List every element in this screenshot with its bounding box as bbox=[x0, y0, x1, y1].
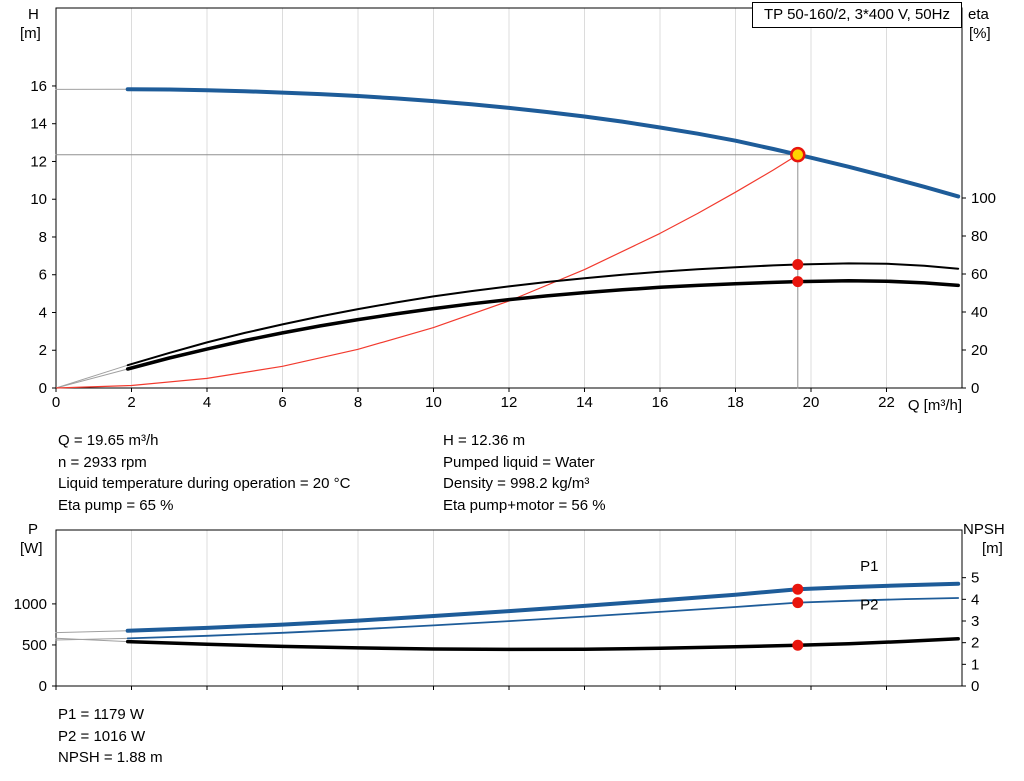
operating-info-left: Q = 19.65 m³/h n = 2933 rpm Liquid tempe… bbox=[58, 430, 350, 516]
p2-extension bbox=[55, 637, 129, 641]
h-axis-unit: [m] bbox=[20, 25, 41, 42]
series-label-p2: P2 bbox=[860, 597, 878, 614]
x-tick-label: 4 bbox=[203, 394, 211, 411]
info-line-eta-total: Eta pump+motor = 56 % bbox=[443, 496, 606, 514]
left-tick-label: 10 bbox=[30, 191, 47, 208]
eta-axis-label: eta bbox=[968, 6, 989, 23]
x-tick-label: 22 bbox=[878, 394, 895, 411]
left-tick-label: 8 bbox=[39, 229, 47, 246]
left-tick-label: 12 bbox=[30, 153, 47, 170]
info-line-p2: P2 = 1016 W bbox=[58, 727, 146, 745]
eta-pump-motor-curve bbox=[125, 279, 960, 371]
left-tick-label: 6 bbox=[39, 267, 47, 284]
info-line-h: H = 12.36 m bbox=[443, 432, 526, 449]
info-line-density: Density = 998.2 kg/m³ bbox=[443, 475, 590, 492]
x-tick-label: 20 bbox=[803, 394, 820, 411]
pump-head-curve bbox=[125, 87, 961, 199]
eta-pump-motor-point bbox=[792, 276, 804, 288]
x-tick-label: 18 bbox=[727, 394, 744, 411]
info-line-npsh: NPSH = 1.88 m bbox=[58, 749, 163, 766]
left-tick-label: 14 bbox=[30, 116, 47, 133]
left-tick-label: 1000 bbox=[14, 596, 47, 613]
x-tick-label: 14 bbox=[576, 394, 593, 411]
x-tick-label: 0 bbox=[52, 394, 60, 411]
npsh-axis-label: NPSH bbox=[963, 521, 1005, 538]
pump-type-title: TP 50-160/2, 3*400 V, 50Hz bbox=[752, 2, 962, 28]
left-tick-label: 2 bbox=[39, 342, 47, 359]
p1-point bbox=[792, 583, 804, 595]
head-efficiency-chart: 0 2 4 6 8 10 12 14 16 18 20 22 0 2 4 6 8 10 12 14 16 0 20 40 60 8… bbox=[30, 7, 996, 411]
right-tick-label: 60 bbox=[971, 266, 988, 283]
h-axis-label: H bbox=[28, 6, 39, 23]
eta-axis-unit: [%] bbox=[969, 25, 991, 42]
p2-point bbox=[792, 597, 804, 609]
info-line-p1: P1 = 1179 W bbox=[58, 706, 145, 723]
p2-curve bbox=[126, 597, 960, 640]
left-tick-label: 4 bbox=[39, 304, 47, 321]
right-tick-label: 100 bbox=[971, 190, 996, 207]
info-line-n: n = 2933 rpm bbox=[58, 453, 147, 471]
right-tick-label: 20 bbox=[971, 342, 988, 359]
x-tick-label: 10 bbox=[425, 394, 442, 411]
p1-curve bbox=[125, 581, 961, 633]
left-tick-label: 500 bbox=[22, 637, 47, 654]
left-tick-label: 0 bbox=[39, 678, 47, 695]
left-tick-label: 16 bbox=[30, 78, 47, 95]
x-tick-label: 12 bbox=[501, 394, 518, 411]
right-tick-label: 4 bbox=[971, 591, 979, 608]
npsh-extension bbox=[55, 637, 129, 643]
eta-pump-extension bbox=[55, 364, 129, 389]
power-info: P1 = 1179 W P2 = 1016 W NPSH = 1.88 m bbox=[58, 704, 163, 769]
eta-pump-curve bbox=[126, 262, 960, 367]
p-axis-label: P bbox=[28, 521, 39, 538]
right-tick-label: 2 bbox=[971, 635, 979, 652]
duty-point[interactable] bbox=[790, 146, 806, 163]
x-tick-label: 16 bbox=[652, 394, 669, 411]
right-tick-label: 40 bbox=[971, 304, 988, 321]
info-line-eta-pump: Eta pump = 65 % bbox=[58, 496, 174, 514]
eta-pump-motor-extension bbox=[55, 368, 129, 389]
right-tick-label: 0 bbox=[971, 380, 979, 397]
x-tick-label: 6 bbox=[278, 394, 286, 411]
right-tick-label: 3 bbox=[971, 613, 979, 630]
info-line-liquid: Pumped liquid = Water bbox=[443, 453, 595, 471]
x-tick-label: 8 bbox=[354, 394, 362, 411]
npsh-curve bbox=[125, 637, 960, 652]
left-tick-label: 0 bbox=[39, 380, 47, 397]
q-axis-label: Q [m³/h] bbox=[907, 397, 962, 414]
power-npsh-chart: P1 P2 0 500 1000 0 1 2 3 4 5 bbox=[14, 529, 979, 695]
right-tick-label: 0 bbox=[971, 678, 979, 695]
p-axis-unit: [W] bbox=[20, 540, 43, 557]
info-line-temp: Liquid temperature during operation = 20… bbox=[58, 475, 351, 492]
right-tick-label: 1 bbox=[971, 656, 979, 673]
eta-pump-point bbox=[792, 259, 804, 270]
npsh-axis-unit: [m] bbox=[982, 540, 1003, 557]
right-tick-label: 5 bbox=[971, 570, 979, 587]
info-line-q: Q = 19.65 m³/h bbox=[58, 432, 159, 449]
npsh-point bbox=[792, 639, 804, 651]
p1-extension bbox=[55, 630, 129, 634]
right-tick-label: 80 bbox=[971, 228, 988, 245]
x-tick-label: 2 bbox=[127, 394, 135, 411]
series-label-p1: P1 bbox=[860, 558, 878, 575]
operating-info-right: H = 12.36 m Pumped liquid = Water Densit… bbox=[443, 430, 606, 516]
